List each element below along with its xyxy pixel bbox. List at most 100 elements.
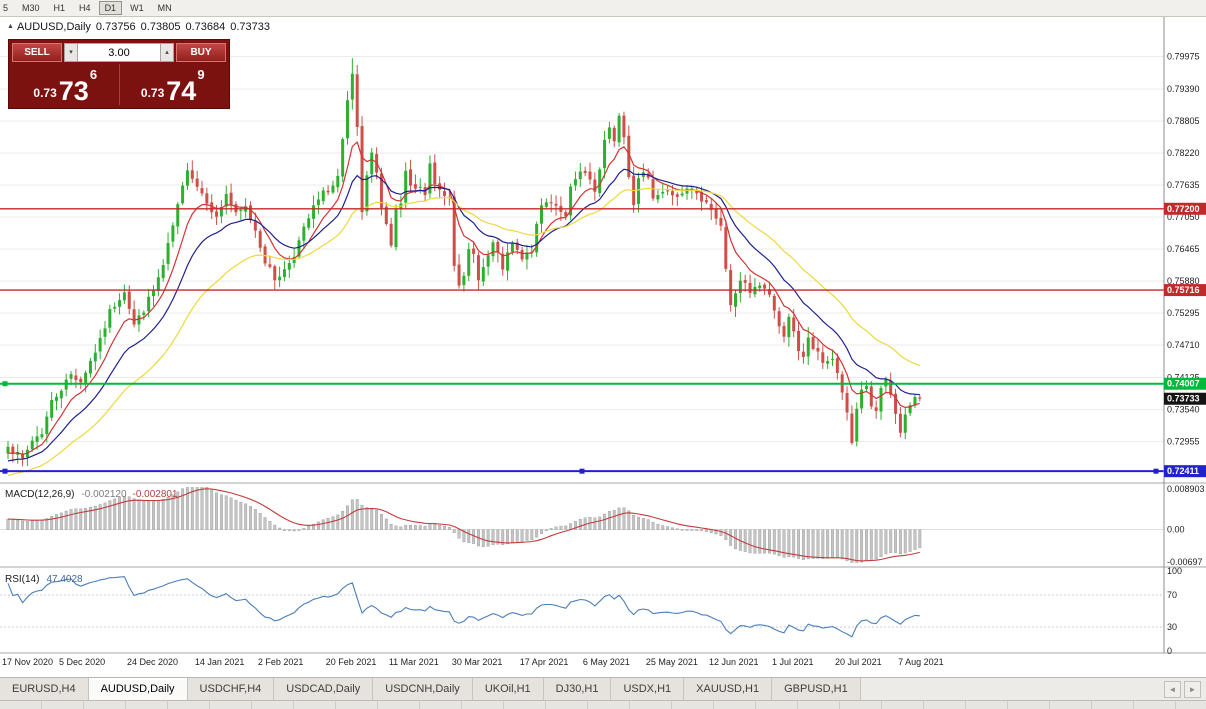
status-strip [0,700,1206,709]
sell-price-pip: 6 [89,67,98,82]
sell-price-big: 73 [58,76,89,106]
tab-usdcnh-daily[interactable]: USDCNH,Daily [373,678,473,700]
date-axis-label: 11 Mar 2021 [389,657,439,667]
one-click-trading-panel: SELL ▾ ▴ BUY 0.73 73 6 0.73 74 9 [8,39,230,109]
date-axis-label: 30 Mar 2021 [452,657,503,667]
tab-usdx-h1[interactable]: USDX,H1 [611,678,685,700]
rsi-axis-label: 70 [1167,590,1177,600]
tab-usdchf-h4[interactable]: USDCHF,H4 [187,678,275,700]
arrow-left-icon: ◄ [1168,684,1177,694]
date-axis-label: 5 Dec 2020 [59,657,105,667]
price-tag: 0.75716 [1167,285,1200,295]
price-axis-label: 0.77635 [1167,180,1200,190]
ohlc-open: 0.73756 [95,21,136,33]
tab-scroll-left-button[interactable]: ◄ [1164,680,1181,698]
macd-signal-value: -0.002801 [132,489,178,500]
timeframe-button-h1[interactable]: H1 [48,1,72,15]
candles-layer [6,58,922,467]
sell-price-display[interactable]: 0.73 73 6 [12,64,119,105]
tab-eurusd-h4[interactable]: EURUSD,H4 [0,678,89,700]
date-axis: 17 Nov 2020 5 Dec 2020 24 Dec 2020 14 Jan 2… [2,657,944,667]
chevron-down-icon: ▾ [69,49,73,56]
buy-price-big: 74 [166,76,197,106]
chart-symbol-label: AUDUSD,Daily [16,21,91,33]
hlines-layer[interactable] [0,208,1164,474]
chart-marker-icon: ▲ [7,23,14,30]
tab-usdcad-daily[interactable]: USDCAD,Daily [274,678,374,700]
lot-size-input[interactable] [78,43,160,62]
tab-xauusd-h1[interactable]: XAUUSD,H1 [684,678,773,700]
hline-handle[interactable] [1153,468,1159,474]
timeframe-button-w1[interactable]: W1 [124,1,150,15]
price-axis-label: 0.78805 [1167,116,1200,126]
price-axis-label: 0.72955 [1167,436,1200,446]
buy-price-prefix: 0.73 [140,86,165,100]
date-axis-label: 17 Nov 2020 [2,657,53,667]
buy-button[interactable]: BUY [176,43,226,62]
price-axis-label: 0.79975 [1167,52,1200,62]
timeframe-button-mn[interactable]: MN [152,1,178,15]
hline-handle[interactable] [2,468,8,474]
ma-line-fast [7,141,920,455]
timeframe-button-m30[interactable]: M30 [16,1,46,15]
arrow-right-icon: ► [1188,684,1197,694]
rsi-axis-label: 0 [1167,646,1172,656]
date-axis-label: 25 May 2021 [646,657,698,667]
date-axis-label: 2 Feb 2021 [258,657,304,667]
buy-price-pip: 9 [197,67,205,82]
macd-axis-label: 0.008903 [1167,484,1205,494]
timeframe-button-d1[interactable]: D1 [98,1,123,15]
date-axis-label: 24 Dec 2020 [127,657,178,667]
macd-axis-label: 0.00 [1167,525,1185,535]
rsi-label: RSI(14) 47.4028 [5,574,83,585]
macd-axis-label: -0.00697 [1167,557,1203,567]
price-axis-label: 0.77050 [1167,212,1200,222]
timeframe-button-h4[interactable]: H4 [73,1,97,15]
chart-title: ▲ AUDUSD,Daily 0.73756 0.73805 0.73684 0.7373… [7,21,270,33]
date-axis-label: 20 Jul 2021 [835,657,882,667]
date-axis-label: 17 Apr 2021 [520,657,569,667]
hline-handle[interactable] [579,468,585,474]
price-axis-label: 0.76465 [1167,244,1200,254]
rsi-layer [0,576,1164,638]
price-tag: 0.73733 [1167,394,1200,404]
rsi-value: 47.4028 [46,574,83,585]
price-axis-label: 0.74710 [1167,340,1200,350]
ohlc-high: 0.73805 [140,21,181,33]
price-tag: 0.77200 [1167,204,1200,214]
macd-name: MACD(12,26,9) [5,489,75,500]
ma-line-medium [7,168,920,462]
buy-price-display[interactable]: 0.73 74 9 [118,64,227,106]
tab-scroll-right-button[interactable]: ► [1184,680,1201,698]
date-axis-label: 20 Feb 2021 [326,657,377,667]
date-axis-label: 14 Jan 2021 [195,657,245,667]
sell-button[interactable]: SELL [12,43,62,62]
rsi-axis-label: 100 [1167,566,1182,576]
price-axis: 0.79975 0.79390 0.78805 0.78220 0.77635 0.770… [1167,52,1205,656]
rsi-name: RSI(14) [5,574,40,585]
tab-dj30-h1[interactable]: DJ30,H1 [543,678,612,700]
timeframe-toolbar: 5 M30 H1 H4 D1 W1 MN [0,0,1206,17]
lot-decrease-button[interactable]: ▾ [64,43,78,62]
tab-ukoil-h1[interactable]: UKOil,H1 [472,678,544,700]
ohlc-low: 0.73684 [185,21,226,33]
ma-line-slow [7,187,921,476]
chevron-up-icon: ▴ [165,49,169,56]
macd-layer [0,487,1163,563]
price-tag: 0.72411 [1167,466,1199,476]
price-axis-label: 0.79390 [1167,84,1200,94]
date-axis-label: 7 Aug 2021 [898,657,944,667]
tab-gbpusd-h1[interactable]: GBPUSD,H1 [772,678,861,700]
price-axis-label: 0.74125 [1167,372,1200,382]
lot-size-control: ▾ ▴ [64,43,174,62]
price-grid [0,56,1164,442]
hline-handle[interactable] [2,381,8,387]
chart-canvas[interactable]: 0.79975 0.79390 0.78805 0.78220 0.77635 0.770… [0,17,1206,676]
tab-audusd-daily[interactable]: AUDUSD,Daily [88,678,188,700]
price-axis-label: 0.75295 [1167,308,1200,318]
timeframe-button-m15[interactable]: 5 [0,1,14,15]
lot-increase-button[interactable]: ▴ [160,43,174,62]
date-axis-label: 6 May 2021 [583,657,630,667]
macd-main-value: -0.002120 [81,489,127,500]
